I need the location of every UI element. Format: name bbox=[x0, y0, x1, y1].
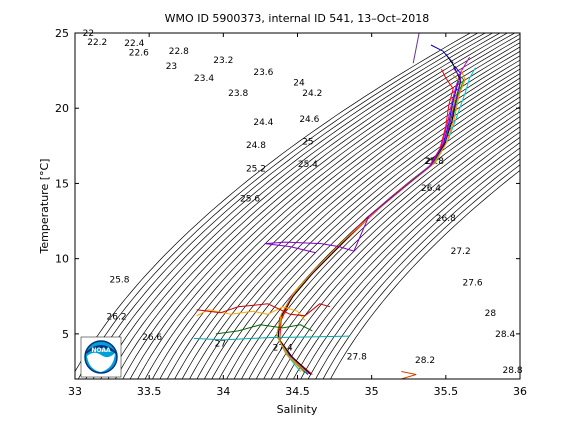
profile-series-line bbox=[193, 335, 350, 341]
sigma-label: 23.2 bbox=[213, 56, 233, 66]
sigma-isopleth bbox=[77, 33, 479, 379]
sigma-isopleth bbox=[270, 126, 520, 379]
x-tick-label: 33.5 bbox=[137, 385, 162, 398]
sigma-label: 23.8 bbox=[228, 89, 248, 99]
sigma-label: 23.4 bbox=[194, 74, 214, 84]
sigma-label: 24.4 bbox=[253, 118, 273, 128]
sigma-label: 22.2 bbox=[87, 38, 107, 48]
profile-series-line bbox=[215, 324, 313, 335]
profile-series-line bbox=[196, 306, 306, 321]
sigma-label: 26.6 bbox=[142, 333, 162, 343]
x-tick-label: 34 bbox=[216, 385, 230, 398]
sigma-label: 28 bbox=[485, 309, 497, 319]
sigma-isopleth bbox=[75, 33, 471, 373]
sigma-label: 24.6 bbox=[299, 115, 319, 125]
sigma-isopleth bbox=[307, 153, 520, 379]
sigma-label: 25.4 bbox=[298, 160, 318, 170]
sigma-isopleth bbox=[255, 116, 520, 379]
sigma-isopleth bbox=[278, 131, 520, 379]
sigma-isopleth bbox=[196, 77, 520, 379]
sigma-label: 24.2 bbox=[302, 89, 322, 99]
sigma-isopleth bbox=[189, 73, 520, 379]
y-tick-label: 5 bbox=[62, 328, 69, 341]
sigma-label: 22.4 bbox=[124, 39, 144, 49]
sigma-label: 28.4 bbox=[495, 330, 515, 340]
sigma-isopleth bbox=[263, 121, 520, 379]
sigma-isopleth bbox=[322, 164, 520, 379]
y-tick-label: 15 bbox=[55, 177, 69, 190]
sigma-isopleth bbox=[174, 64, 520, 379]
sigma-isopleth bbox=[226, 96, 520, 379]
sigma-label: 24.8 bbox=[246, 141, 266, 151]
sigma-label: 23.6 bbox=[253, 68, 273, 78]
sigma-label: 27 bbox=[215, 340, 226, 350]
sigma-label: 28.8 bbox=[503, 366, 523, 376]
sigma-isopleth bbox=[107, 33, 509, 379]
sigma-isopleth bbox=[122, 33, 520, 379]
profile-series-line bbox=[412, 33, 420, 64]
sigma-label: 22.8 bbox=[169, 47, 189, 57]
sigma-isopleth bbox=[300, 147, 520, 379]
sigma-label: 26 bbox=[425, 157, 437, 167]
profile-series-line bbox=[277, 65, 462, 375]
profile-series-line bbox=[401, 371, 417, 379]
profile-series-line bbox=[196, 303, 331, 317]
sigma-isopleth bbox=[292, 142, 520, 379]
sigma-isopleth bbox=[315, 158, 520, 379]
profile-series-line bbox=[264, 67, 462, 254]
sigma-label: 25.8 bbox=[109, 276, 129, 286]
sigma-isopleth bbox=[114, 33, 516, 379]
sigma-isopleth bbox=[241, 106, 520, 379]
y-tick-label: 20 bbox=[55, 102, 69, 115]
profile-lines bbox=[193, 33, 476, 379]
sigma-isopleth bbox=[218, 91, 520, 379]
x-tick-label: 35 bbox=[365, 385, 379, 398]
sigma-isopleth bbox=[203, 82, 520, 379]
sigma-isopleth bbox=[144, 46, 520, 379]
x-axis-ticks: 33 33.5 34 34.5 35 35.5 36 bbox=[68, 33, 527, 398]
sigma-label: 27.2 bbox=[451, 247, 471, 257]
sigma-label: 25 bbox=[302, 137, 313, 147]
sigma-label: 22.6 bbox=[129, 49, 149, 59]
x-tick-label: 34.5 bbox=[285, 385, 310, 398]
sigma-isopleth bbox=[211, 87, 520, 379]
sigma-isopleth bbox=[285, 136, 520, 379]
y-axis-label: Temperature [°C] bbox=[38, 159, 51, 255]
x-tick-label: 35.5 bbox=[434, 385, 459, 398]
sigma-isopleth bbox=[159, 55, 520, 379]
sigma-isopleth bbox=[152, 50, 520, 379]
x-axis-label: Salinity bbox=[277, 403, 318, 416]
sigma-isopleth bbox=[330, 170, 520, 379]
profile-series-line bbox=[277, 53, 462, 375]
noaa-logo: NOAA bbox=[80, 336, 122, 378]
sigma-label: 26.2 bbox=[107, 313, 127, 323]
sigma-isopleth bbox=[181, 68, 520, 379]
sigma-label: 25.6 bbox=[240, 194, 260, 204]
x-tick-label: 36 bbox=[513, 385, 527, 398]
sigma-label: 28.2 bbox=[415, 356, 435, 366]
sigma-label: 22 bbox=[83, 29, 94, 39]
x-tick-label: 33 bbox=[68, 385, 82, 398]
sigma-label: 27.6 bbox=[463, 279, 483, 289]
sigma-label: 24 bbox=[293, 79, 305, 89]
sigma-isopleth bbox=[129, 38, 520, 379]
sigma-label: 25.2 bbox=[246, 164, 266, 174]
y-tick-label: 10 bbox=[55, 253, 69, 266]
sigma-label: 23 bbox=[166, 62, 177, 72]
sigma-label: 26.4 bbox=[421, 184, 441, 194]
sigma-label: 27.8 bbox=[347, 352, 367, 362]
y-tick-label: 25 bbox=[55, 27, 69, 40]
sigma-isopleth bbox=[166, 59, 520, 379]
chart-title: WMO ID 5900373, internal ID 541, 13–Oct–… bbox=[165, 12, 430, 25]
profile-series-line bbox=[430, 44, 454, 64]
sigma-label: 26.8 bbox=[436, 214, 456, 224]
sigma-isopleth bbox=[100, 33, 501, 379]
y-axis-ticks: 5 10 15 20 25 bbox=[55, 27, 520, 341]
sigma-isopleth bbox=[92, 33, 494, 379]
sigma-isopleth bbox=[85, 33, 486, 379]
svg-text:NOAA: NOAA bbox=[91, 347, 111, 354]
